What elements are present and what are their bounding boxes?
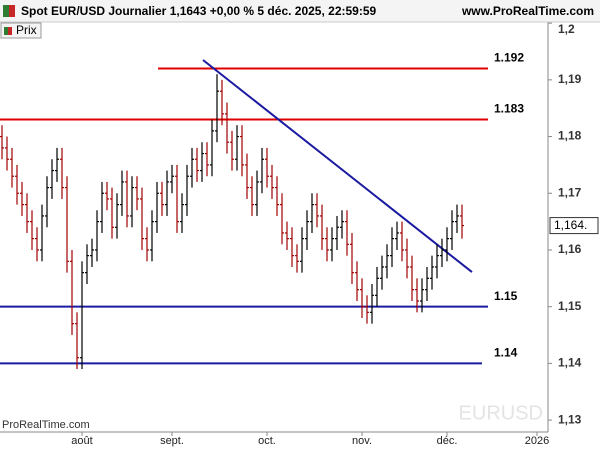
- y-tick-label: 1,17: [558, 185, 582, 199]
- x-tick-label: déc.: [437, 435, 458, 447]
- last-price-label: 1,164.: [554, 218, 587, 232]
- y-tick-label: 1,14: [558, 356, 582, 370]
- y-tick-label: 1,18: [558, 129, 582, 143]
- y-tick-label: 1,16: [558, 242, 582, 256]
- watermark: EURUSD: [459, 402, 543, 424]
- level-label: 1.192: [494, 51, 524, 65]
- y-tick-label: 1,13: [558, 412, 582, 426]
- header-icon-half: [9, 5, 15, 17]
- footer: ProRealTime.com: [2, 419, 90, 431]
- x-tick-label: nov.: [352, 435, 372, 447]
- x-tick-label: août: [71, 435, 92, 447]
- legend-icon-half: [8, 27, 12, 35]
- chart-title: Spot EUR/USD Journalier 1,1643 +0,00 % 5…: [21, 4, 377, 18]
- last-price-box: [549, 217, 599, 235]
- level-label: 1.14: [494, 346, 518, 360]
- legend-label[interactable]: Prix: [16, 23, 37, 37]
- y-tick-label: 1,19: [558, 72, 582, 86]
- trendline: [202, 59, 473, 273]
- header-bar: [0, 0, 600, 22]
- y-tick-label: 1,15: [558, 299, 582, 313]
- y-tick-label: 1,2: [558, 22, 575, 36]
- x-tick-label: 2026: [525, 435, 549, 447]
- level-label: 1.183: [494, 102, 524, 116]
- x-tick-label: sept.: [160, 435, 184, 447]
- level-label: 1.15: [494, 289, 518, 303]
- x-tick-label: oct.: [258, 435, 276, 447]
- source: www.ProRealTime.com: [461, 4, 594, 18]
